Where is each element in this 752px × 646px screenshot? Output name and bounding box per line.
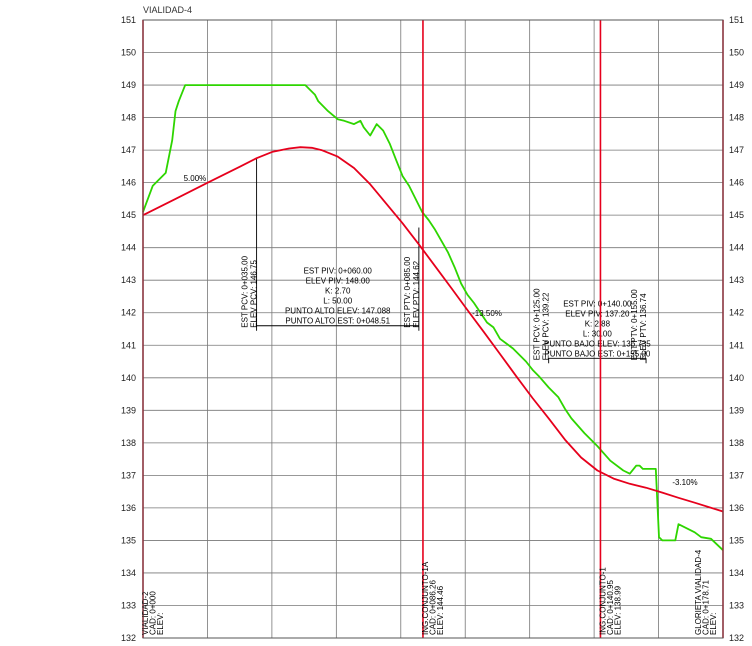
y-tick-label-right: 134 [729, 568, 744, 578]
y-tick-label-left: 138 [121, 438, 136, 448]
y-tick-label-right: 142 [729, 308, 744, 318]
y-tick-label-right: 137 [729, 470, 744, 480]
station-label: ELEV: 138.99 [613, 585, 622, 635]
station-label: VIALIDAD-2 [141, 591, 150, 635]
y-tick-label-left: 132 [121, 633, 136, 643]
y-tick-label-right: 146 [729, 178, 744, 188]
y-tick-label-left: 146 [121, 178, 136, 188]
piv-info-label: PUNTO BAJO ELEV: 136.735 [544, 339, 651, 348]
station-label: ELEV: [156, 613, 165, 635]
y-tick-label-left: 150 [121, 48, 136, 58]
piv-info-label: PUNTO ALTO ELEV: 147.088 [285, 307, 391, 316]
y-tick-label-right: 138 [729, 438, 744, 448]
piv-info-label: PUNTO ALTO EST: 0+048.51 [285, 317, 390, 326]
grade-label: -13.50% [472, 309, 502, 318]
piv-info-label: L: 50.00 [323, 297, 352, 306]
grade-line [142, 146, 724, 513]
plot-frame [142, 19, 724, 639]
station-label: ELEV: [709, 613, 718, 635]
station-label: CAD: 0+140.95 [606, 580, 615, 635]
y-tick-label-right: 149 [729, 80, 744, 90]
grade-label: -3.10% [672, 478, 697, 487]
y-tick-label-left: 141 [121, 340, 136, 350]
y-tick-label-right: 143 [729, 275, 744, 285]
left-axis-labels: 132 133 134 135 136 137 138 139 140 141 142 143 144 1… [121, 15, 136, 643]
y-tick-label-right: 133 [729, 600, 744, 610]
piv-info-label: L: 30.00 [583, 329, 612, 338]
y-tick-label-left: 149 [121, 80, 136, 90]
station-label: CAD: 0+086.26 [428, 580, 437, 635]
y-tick-label-left: 145 [121, 210, 136, 220]
y-tick-label-left: 137 [121, 470, 136, 480]
terrain-line [142, 84, 724, 551]
ptv-label: EST PTV: 0+085.00 [403, 256, 412, 327]
station-label: CAD: 0+178.71 [702, 580, 711, 635]
grade-labels: 5.00% -13.50% -3.10% [184, 174, 698, 487]
y-tick-label-left: 140 [121, 373, 136, 383]
y-tick-label-right: 144 [729, 243, 744, 253]
y-tick-label-left: 136 [121, 503, 136, 513]
y-tick-label-left: 142 [121, 308, 136, 318]
ptv-label: EST PTV: 0+155.00 [630, 289, 639, 360]
y-tick-label-right: 148 [729, 113, 744, 123]
station-label: ING.CONJUNTO-1A [421, 561, 430, 635]
y-tick-label-right: 151 [729, 15, 744, 25]
grade-label: 5.00% [184, 174, 207, 183]
y-tick-label-left: 133 [121, 600, 136, 610]
ptv-label: ELEV PTV: 136.74 [639, 293, 648, 360]
piv-info-label: K: 2.88 [585, 319, 611, 328]
piv-info-label: EST PIV: 0+060.00 [304, 267, 373, 276]
piv-info-label: EST PIV: 0+140.00 [563, 299, 632, 308]
y-tick-label-left: 148 [121, 113, 136, 123]
y-tick-label-right: 150 [729, 48, 744, 58]
y-tick-label-right: 147 [729, 145, 744, 155]
y-tick-label-right: 139 [729, 405, 744, 415]
y-tick-label-right: 136 [729, 503, 744, 513]
series-layer [142, 84, 724, 551]
vertical-curve-annotations: EST PCV: 0+035.00 ELEV PCV: 146.75 EST PTV… [241, 158, 651, 364]
piv-info-label: PUNTO BAJO EST: 0+155.00 [544, 349, 650, 358]
pcv-label: EST PCV: 0+125.00 [533, 288, 542, 360]
piv-info-label: ELEV PIV: 137.20 [565, 309, 630, 318]
y-tick-label-left: 134 [121, 568, 136, 578]
pcv-label: ELEV PCV: 139.22 [542, 292, 551, 360]
vertical-curve: EST PCV: 0+035.00 ELEV PCV: 146.75 EST PTV… [241, 158, 421, 331]
y-tick-label-left: 143 [121, 275, 136, 285]
station-label: CAD: 0+000 [149, 591, 158, 635]
y-tick-label-left: 151 [121, 15, 136, 25]
y-tick-label-right: 145 [729, 210, 744, 220]
pcv-label: ELEV PCV: 146.75 [250, 259, 259, 327]
y-tick-label-right: 141 [729, 340, 744, 350]
y-tick-label-right: 135 [729, 535, 744, 545]
station-label: ELEV: 144.46 [436, 585, 445, 635]
grid [143, 19, 723, 639]
piv-info-label: K: 2.70 [325, 287, 351, 296]
y-tick-label-left: 135 [121, 535, 136, 545]
pcv-label: EST PCV: 0+035.00 [241, 255, 250, 327]
vertical-curve: EST PCV: 0+125.00 ELEV PCV: 139.22 EST PTV… [533, 288, 651, 364]
y-tick-label-left: 147 [121, 145, 136, 155]
station-label: GLORIETA VIALIDAD-4 [694, 549, 703, 635]
y-tick-label-right: 132 [729, 633, 744, 643]
y-tick-label-left: 144 [121, 243, 136, 253]
page-title: VIALIDAD-4 [143, 5, 192, 15]
y-tick-label-right: 140 [729, 373, 744, 383]
right-axis-labels: 132 133 134 135 136 137 138 139 140 141 142 143 144 1… [729, 15, 744, 643]
y-tick-label-left: 139 [121, 405, 136, 415]
ptv-label: ELEV PTV: 144.62 [412, 260, 421, 327]
piv-info-label: ELEV PIV: 148.00 [306, 277, 371, 286]
station-label: ING.CONJUNTO-1 [598, 567, 607, 635]
